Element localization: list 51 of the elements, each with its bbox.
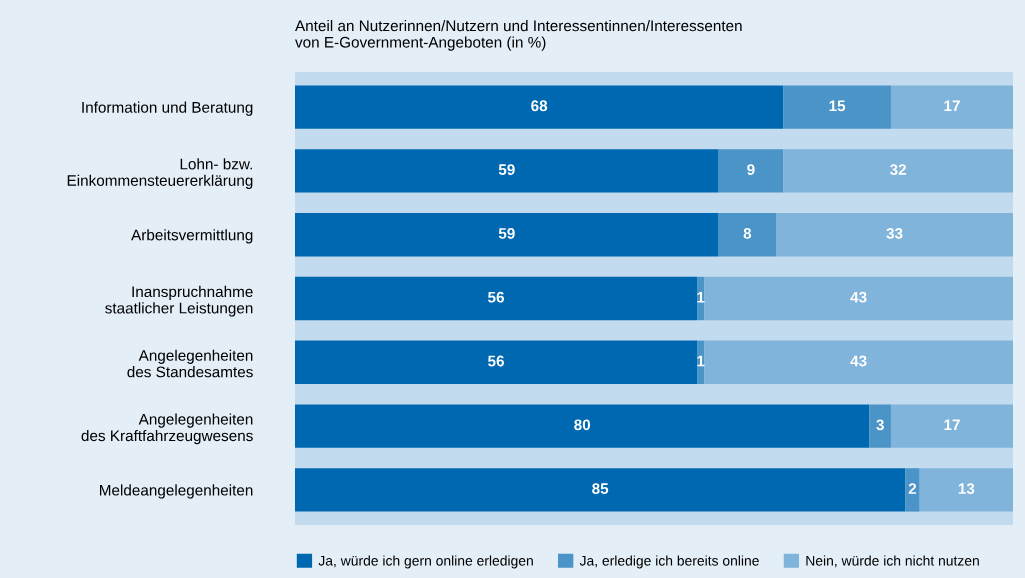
bar [890,404,1013,448]
data-label: 17 [944,100,960,112]
legend-label: Ja, würde ich gern online erledigen [318,555,533,569]
bar [718,213,777,257]
bar [919,468,1013,512]
y-tick-label: Meldeangelegenheiten [99,484,253,499]
data-label: 32 [889,164,907,176]
bar [783,149,1013,193]
y-tick-label: Arbeitsvermittlung [131,229,253,244]
bar [905,468,920,512]
bar [295,213,719,257]
bar [295,85,784,129]
bar [869,404,891,448]
data-label: 80 [574,419,591,431]
data-label: 59 [498,227,515,239]
bar [295,404,870,448]
bar [890,85,1013,129]
data-label: 33 [886,227,903,239]
y-tick-label: Inanspruchnahme staatlicher Leistungen [105,285,253,317]
data-label: 68 [531,100,548,112]
data-label: 2 [908,483,917,494]
data-label: 8 [743,227,752,239]
bar [776,213,1013,257]
data-label: 59 [498,164,515,175]
data-label: 43 [850,291,867,303]
data-label: 56 [488,291,504,303]
y-tick-label: Information und Beratung [82,101,253,116]
data-label: 43 [850,355,867,367]
legend-label: Nein, würde ich nicht nutzen [806,555,979,568]
data-label: 15 [829,100,846,112]
data-label: 17 [944,419,960,431]
y-tick-label: Angelegenheiten des Kraftfahrzeugwesens [81,413,253,445]
y-tick-label: Lohn- bzw. Einkommensteuererklärung [67,158,253,189]
data-label: 56 [488,355,504,367]
data-label: 9 [747,164,755,175]
bar [295,468,906,512]
legend-label: Ja, erledige ich bereits online [579,555,759,569]
data-label: 1 [697,355,705,367]
bar [718,149,784,193]
bar [704,340,1013,384]
data-label: 3 [876,419,884,431]
data-label: 1 [697,291,705,303]
chart-title: Anteil an Nutzerinnen/Nutzern und Interessentinnen/Interessenten von E-Government-Angeboten (in %) [295,20,742,51]
bar [295,149,719,193]
bar [783,85,891,129]
data-label: 85 [592,483,609,495]
bar [704,276,1013,321]
bar [295,340,698,384]
bar [295,276,698,321]
data-label: 13 [958,483,975,495]
y-tick-label: Angelegenheiten des Standesamtes [127,349,253,378]
